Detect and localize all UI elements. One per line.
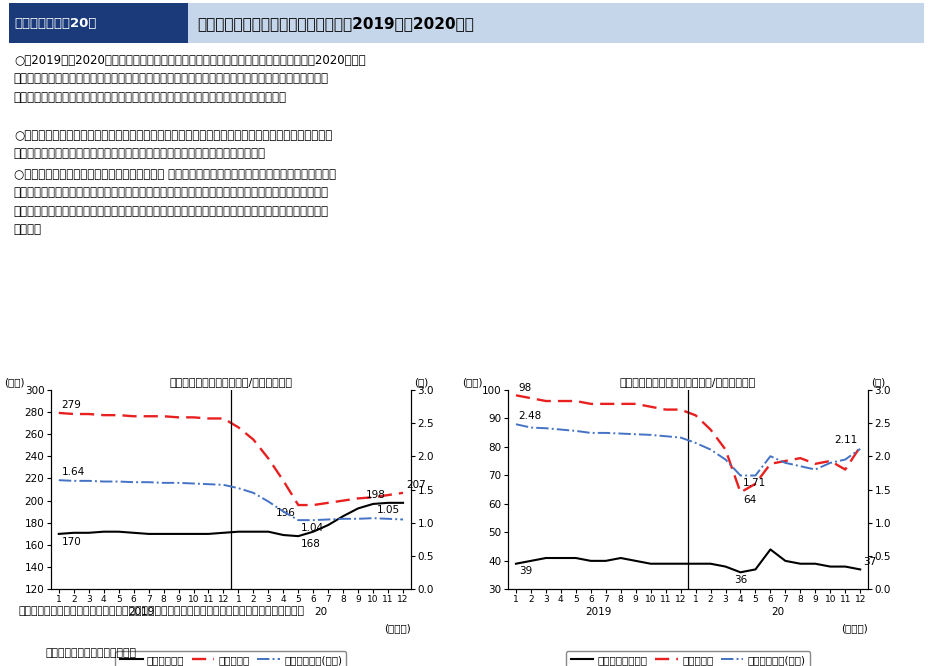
Text: (万人): (万人): [5, 378, 25, 388]
Text: 36: 36: [734, 575, 747, 585]
Text: 168: 168: [301, 539, 321, 549]
Text: 1.04: 1.04: [301, 523, 324, 533]
Text: 20: 20: [314, 607, 327, 617]
Text: 20: 20: [772, 607, 785, 617]
Text: 第１－（５）－20図: 第１－（５）－20図: [14, 17, 96, 30]
Text: (万人): (万人): [462, 378, 482, 388]
Text: 2.11: 2.11: [834, 435, 857, 445]
Text: 求人・求職に関する主な指標の動き（2019年～2020年）: 求人・求職に関する主な指標の動き（2019年～2020年）: [197, 16, 474, 31]
Text: (年・月): (年・月): [383, 623, 411, 633]
Bar: [9, 3, 188, 43]
Text: (倍): (倍): [414, 378, 428, 388]
Text: ○　有効求人倍率は１月以降大幅に低下した後 、８月以降も弱い動きとなった。新規求人倍率も７月
　を底に上昇傾向で推移したものの、求職活動を控える動きにより新規求: ○ 有効求人倍率は１月以降大幅に低下した後 、８月以降も弱い動きとなった。新規求…: [14, 168, 336, 236]
Text: 1.71: 1.71: [744, 478, 767, 488]
Title: 新規求人数・新規求職申込件数/新規求人倍率: 新規求人数・新規求職申込件数/新規求人倍率: [620, 378, 757, 388]
Text: 37: 37: [863, 557, 876, 567]
Text: 資料出所　厚生労働省「職業安定業務統計」をもとに厚生労働省政策統括官付政策統括室にて作成: 資料出所 厚生労働省「職業安定業務統計」をもとに厚生労働省政策統括官付政策統括室…: [19, 606, 304, 616]
Text: （注）　データは季節調整値。: （注） データは季節調整値。: [46, 647, 137, 658]
Text: ○　2019年～2020年の求人・求職に関する主な指標の動きをみると、有効求人数は、2020年に入
　り、４～５月を中心に減少した後、６月を底に弱いながらも持ち: ○ 2019年～2020年の求人・求職に関する主な指標の動きをみると、有効求人数…: [14, 54, 366, 104]
Legend: 新規求職申込件数, 新規求人数, 新規求人倍率(右軸): 新規求職申込件数, 新規求人数, 新規求人倍率(右軸): [566, 651, 810, 666]
Text: 170: 170: [62, 537, 81, 547]
Text: (年・月): (年・月): [841, 623, 868, 633]
Bar: [188, 3, 924, 43]
Text: 198: 198: [366, 490, 385, 500]
Legend: 有効求職者数, 有効求人数, 有効求人倍率(右軸): 有効求職者数, 有効求人数, 有効求人倍率(右軸): [116, 651, 346, 666]
Text: 1.05: 1.05: [377, 505, 400, 515]
Text: 2.48: 2.48: [519, 412, 542, 422]
Text: ○　新規求職申込件数は、３～４月と減少し、６月には増加したものの、その後は緩やかに減少傾向
　で推移。有効求職者数は夏頃に増加傾向となった後、おおむね横ばいの動: ○ 新規求職申込件数は、３～４月と減少し、６月には増加したものの、その後は緩やか…: [14, 129, 332, 160]
Text: 2019: 2019: [128, 607, 154, 617]
Text: 98: 98: [519, 382, 532, 392]
Text: (倍): (倍): [871, 378, 885, 388]
Text: 207: 207: [406, 480, 425, 490]
Text: 2019: 2019: [585, 607, 611, 617]
Text: 196: 196: [275, 508, 296, 518]
Text: 64: 64: [744, 495, 757, 505]
Text: 1.64: 1.64: [62, 468, 85, 478]
Title: 有効求人数・有効求職者数/有効求人倍率: 有効求人数・有効求職者数/有効求人倍率: [170, 378, 292, 388]
Text: 279: 279: [62, 400, 81, 410]
Text: 39: 39: [519, 567, 532, 577]
